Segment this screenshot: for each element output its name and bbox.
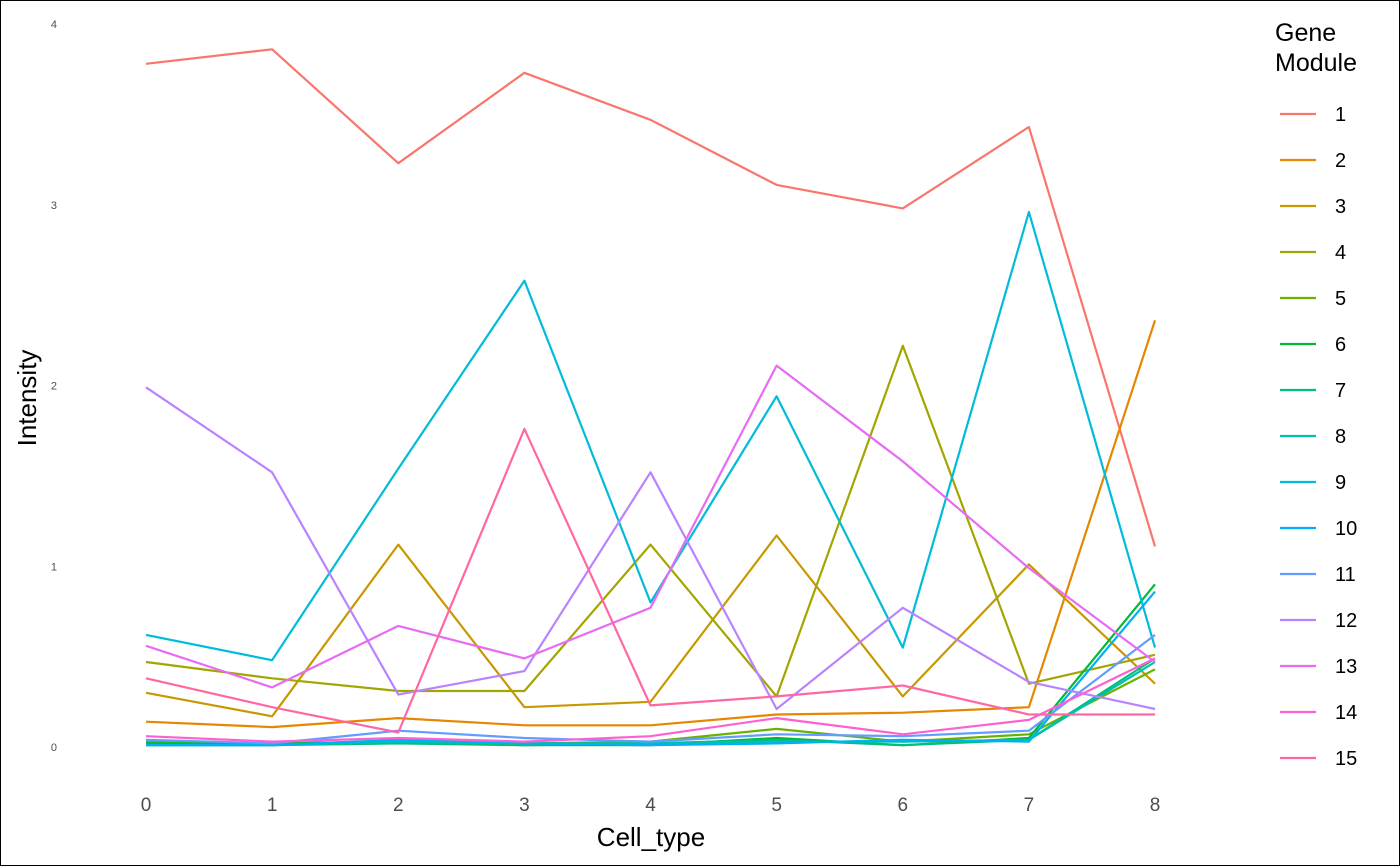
- legend-item-8: 8: [1280, 426, 1346, 448]
- legend-item-12: 12: [1280, 610, 1357, 632]
- legend-item-1: 1: [1280, 104, 1346, 126]
- series-line-10: [146, 590, 1156, 747]
- legend-label: 4: [1335, 242, 1346, 264]
- series-line-12: [145, 386, 1156, 711]
- series-line-13: [145, 364, 1156, 689]
- legend-item-5: 5: [1280, 288, 1346, 310]
- legend-item-14: 14: [1280, 702, 1357, 724]
- legend-item-2: 2: [1280, 150, 1346, 172]
- x-tick-label: 0: [141, 795, 152, 816]
- legend-title-line2: Module: [1275, 49, 1357, 77]
- x-axis-ticks: 0 1 2 3 4 5 6 7 8: [141, 795, 1161, 816]
- x-tick-label: 3: [519, 795, 530, 816]
- series-line-14: [145, 657, 1156, 743]
- legend-label: 12: [1335, 610, 1357, 632]
- legend-item-6: 6: [1280, 334, 1346, 356]
- legend-label: 5: [1335, 288, 1346, 310]
- legend-title-line1: Gene: [1275, 19, 1336, 47]
- x-tick-label: 7: [1024, 795, 1035, 816]
- series-line-2: [145, 320, 1157, 729]
- series-line-3: [145, 534, 1156, 718]
- legend-label: 8: [1335, 426, 1346, 448]
- x-tick-label: 1: [267, 795, 278, 816]
- y-tick-label: 2: [51, 381, 57, 393]
- y-axis-title: Intensity: [12, 350, 42, 447]
- legend-item-7: 7: [1280, 380, 1346, 402]
- legend-item-13: 13: [1280, 656, 1357, 678]
- legend-item-3: 3: [1280, 196, 1346, 218]
- y-tick-label: 3: [51, 200, 57, 212]
- legend-item-15: 15: [1280, 748, 1357, 770]
- series-line-9: [145, 210, 1157, 662]
- legend-item-9: 9: [1280, 472, 1346, 494]
- series-line-15: [145, 427, 1155, 734]
- legend-label: 11: [1335, 564, 1356, 586]
- y-tick-label: 0: [51, 742, 57, 754]
- x-tick-label: 8: [1150, 795, 1161, 816]
- legend-label: 15: [1335, 748, 1357, 770]
- legend-label: 13: [1335, 656, 1357, 678]
- legend-label: 7: [1335, 380, 1346, 402]
- series-line-4: [145, 344, 1156, 698]
- legend-label: 2: [1335, 150, 1346, 172]
- x-tick-label: 5: [771, 795, 782, 816]
- legend-label: 3: [1335, 196, 1346, 218]
- x-axis-title: Cell_type: [597, 822, 705, 852]
- y-tick-label: 1: [51, 561, 57, 573]
- series-line-11: [145, 634, 1156, 745]
- y-axis-ticks: 0 1 2 3 4: [51, 19, 57, 754]
- series-lines: [145, 48, 1157, 747]
- legend-label: 9: [1335, 472, 1346, 494]
- legend-label: 14: [1335, 702, 1357, 724]
- y-tick-label: 4: [51, 19, 57, 31]
- legend-label: 6: [1335, 334, 1346, 356]
- x-tick-label: 2: [393, 795, 404, 816]
- legend-label: 10: [1335, 518, 1357, 540]
- series-line-1: [145, 48, 1157, 547]
- legend-label: 1: [1335, 104, 1346, 126]
- x-tick-label: 6: [897, 795, 908, 816]
- legend-item-10: 10: [1280, 518, 1357, 540]
- x-tick-label: 4: [645, 795, 656, 816]
- legend-item-4: 4: [1280, 242, 1346, 264]
- legend-item-11: 11: [1280, 564, 1356, 586]
